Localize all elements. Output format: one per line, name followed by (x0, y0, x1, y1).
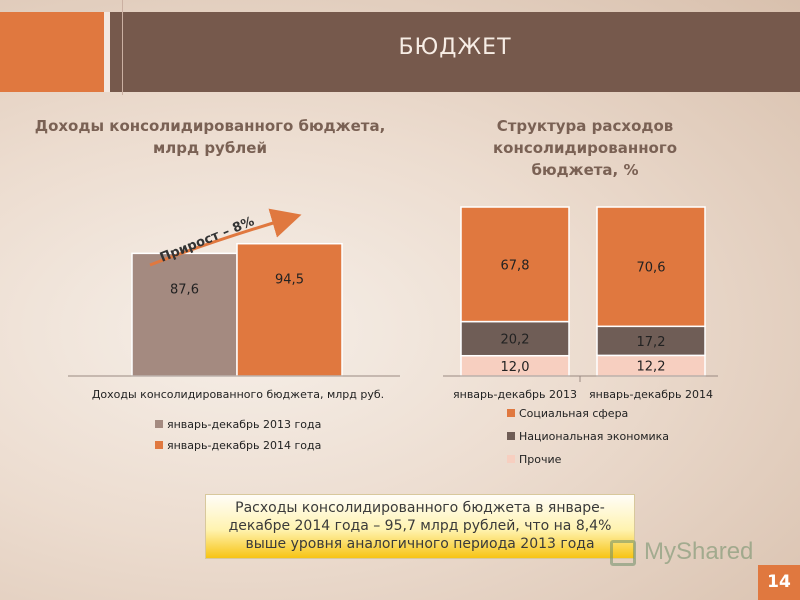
header-background (110, 12, 800, 92)
header-vertical-line (122, 0, 123, 95)
legend-label: Прочие (519, 453, 562, 466)
legend-item: Национальная экономика (507, 430, 669, 443)
segment-data-label: 70,6 (637, 261, 666, 276)
x-tick-label: Доходы консолидированного бюджета, млрд … (92, 388, 384, 401)
stacked-bar-segment (460, 206, 570, 323)
legend-item: январь-декабрь 2013 года (155, 418, 321, 431)
note-line2: декабре 2014 года – 95,7 млрд рублей, чт… (228, 518, 612, 534)
bar-data-label: 87,6 (170, 282, 199, 297)
page-title: БЮДЖЕТ (398, 35, 512, 60)
stacked-bar-segment (596, 206, 706, 328)
segment-data-label: 20,2 (501, 333, 530, 348)
left-chart-title-line2: млрд рублей (153, 139, 267, 157)
legend-label: Социальная сфера (519, 407, 629, 420)
presentation-icon (610, 540, 636, 566)
note-line3: выше уровня аналогичного периода 2013 го… (245, 536, 595, 552)
legend-swatch (155, 441, 163, 449)
legend-swatch (507, 432, 515, 440)
x-tick-label: январь-декабрь 2014 (589, 388, 713, 401)
stacked-bar-segment (596, 325, 706, 357)
header-separator (104, 12, 110, 92)
right-chart: 12,0 12,2 20,2 17,2 67,8 70,6 январь-декабрь 2… (443, 206, 718, 401)
legend-item: январь-декабрь 2014 года (155, 439, 321, 452)
header-bar: БЮДЖЕТ (0, 0, 800, 95)
summary-note: Расходы консолидированного бюджета в янв… (205, 494, 635, 559)
growth-arrow (149, 208, 302, 267)
right-chart-title-line2: бюджета, % (531, 161, 639, 179)
x-tick-label: январь-декабрь 2013 (453, 388, 577, 401)
page-number-badge: 14 (758, 565, 800, 600)
legend-swatch (155, 420, 163, 428)
legend-label: январь-декабрь 2013 года (167, 418, 322, 431)
watermark-text: MyShared (644, 538, 754, 565)
watermark: MyShared (610, 538, 770, 570)
legend-label: январь-декабрь 2014 года (167, 439, 322, 452)
right-chart-title-line1: Структура расходов консолидированного (493, 117, 677, 157)
legend-swatch (507, 455, 515, 463)
left-chart: 87,6 94,5 Доходы консолидированного бюджет… (68, 242, 400, 401)
note-line1: Расходы консолидированного бюджета в янв… (235, 500, 605, 516)
bar (131, 252, 238, 377)
segment-data-label: 12,0 (501, 360, 530, 375)
bar-data-label: 94,5 (275, 273, 304, 288)
legend-item: Прочие (507, 453, 561, 466)
left-chart-title: Доходы консолидированного бюджета, млрд … (30, 115, 390, 159)
segment-data-label: 67,8 (501, 258, 530, 273)
legend-item: Социальная сфера (507, 407, 628, 420)
legend-swatch (507, 409, 515, 417)
right-chart-title: Структура расходов консолидированного бю… (405, 115, 765, 181)
left-chart-title-line1: Доходы консолидированного бюджета, (34, 117, 386, 135)
segment-data-label: 17,2 (637, 335, 666, 350)
legend-label: Национальная экономика (519, 430, 670, 443)
bar (236, 242, 343, 377)
header-accent-block (0, 12, 104, 92)
segment-data-label: 12,2 (637, 360, 666, 375)
